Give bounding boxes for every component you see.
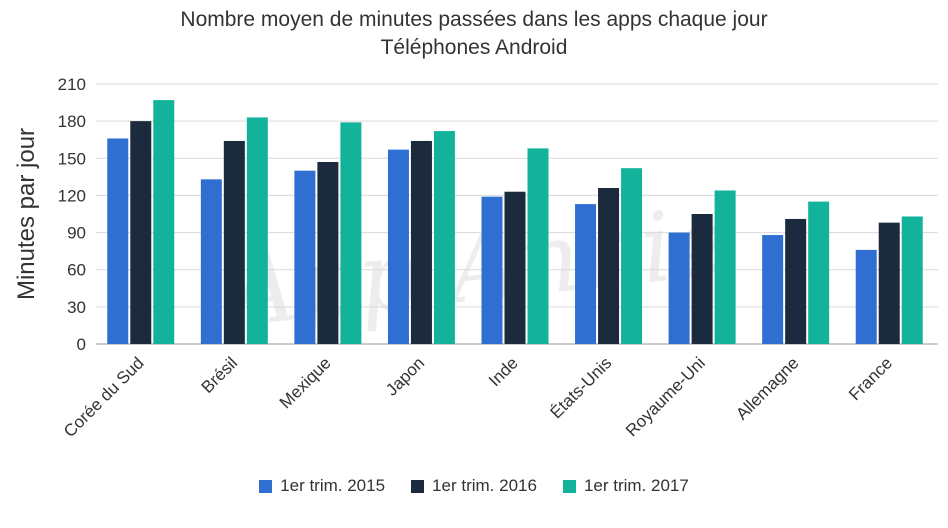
bar-3-7 [714,190,736,344]
bar-3-4 [433,131,455,344]
x-tick-label: États-Unis [546,353,615,422]
legend-item-2017: 1er trim. 2017 [562,476,689,496]
bar-1-7 [668,232,690,344]
bar-2-4 [410,140,432,344]
bar-3-2 [246,117,268,344]
legend-label-2016: 1er trim. 2016 [432,476,537,495]
bar-2-9 [878,222,900,344]
y-tick-label: 30 [67,298,86,317]
bar-1-2 [200,179,222,344]
legend: 1er trim. 2015 1er trim. 2016 1er trim. … [0,476,948,496]
x-tick-label: France [845,353,896,404]
legend-label-2017: 1er trim. 2017 [583,476,689,495]
legend-item-2015: 1er trim. 2015 [259,476,385,496]
y-tick-label: 150 [58,149,86,168]
x-tick-label: Inde [485,353,522,390]
bar-1-3 [294,170,316,344]
y-tick-label: 180 [58,112,86,131]
bar-3-8 [808,201,830,344]
x-tick-label: Mexique [276,353,335,412]
bar-2-7 [691,214,713,344]
bar-3-5 [527,148,549,344]
legend-swatch-2015 [259,479,273,493]
bar-3-9 [901,216,923,344]
bar-1-4 [387,149,409,344]
y-tick-label: 0 [77,335,86,354]
bar-1-1 [107,138,129,344]
x-tick-label: Brésil [198,353,241,396]
bar-2-2 [223,140,245,344]
chart-title: Nombre moyen de minutes passées dans les… [180,8,768,31]
y-axis-title: Minutes par jour [13,128,40,300]
bar-1-9 [855,249,877,344]
bar-2-5 [504,191,526,344]
bar-3-3 [340,122,362,344]
y-tick-label: 90 [67,224,86,243]
y-tick-label: 120 [58,186,86,205]
bar-1-5 [481,196,503,344]
chart-title-block: Nombre moyen de minutes passées dans les… [0,6,948,62]
y-tick-label: 210 [58,75,86,94]
x-tick-label: Corée du Sud [60,353,148,441]
bar-1-8 [762,235,784,344]
legend-swatch-2016 [411,479,425,493]
legend-label-2015: 1er trim. 2015 [280,476,386,495]
chart-subtitle: Téléphones Android [380,36,568,59]
x-tick-label: Allemagne [732,353,802,423]
bar-3-1 [153,100,175,344]
bar-2-6 [598,188,620,344]
x-tick-label: Japon [382,353,428,399]
bar-2-1 [130,121,152,345]
legend-item-2016: 1er trim. 2016 [411,476,537,496]
y-tick-label: 60 [67,261,86,280]
bar-2-3 [317,162,339,344]
x-tick-label: Royaume-Uni [622,353,709,440]
bar-2-8 [785,218,807,344]
bar-3-6 [621,168,643,344]
watermark-text: App Annie [214,185,734,350]
bar-1-6 [575,204,597,344]
legend-swatch-2017 [562,479,576,493]
